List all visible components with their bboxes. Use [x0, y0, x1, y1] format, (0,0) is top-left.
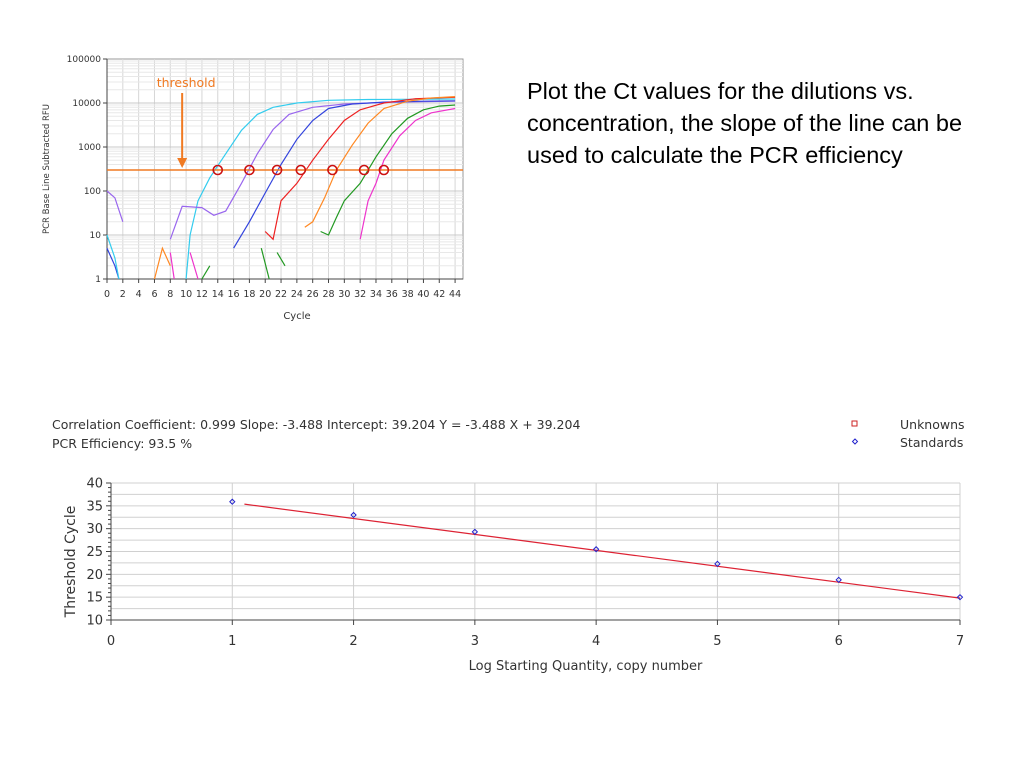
x-tick-label: 0	[104, 289, 110, 300]
x-tick-label: 0	[107, 634, 115, 649]
amplification-curve	[169, 252, 175, 280]
ct-marker	[358, 164, 370, 176]
x-tick-label: 4	[136, 289, 142, 300]
x-tick-label: 30	[338, 289, 350, 300]
ct-marker	[295, 164, 307, 176]
x-tick-label: 6	[151, 289, 157, 300]
y-tick-label: 100	[84, 187, 101, 197]
x-tick-label: 20	[259, 289, 271, 300]
x-axis-label: Cycle	[283, 311, 310, 322]
y-tick-label: 30	[86, 522, 103, 537]
ct-marker	[327, 164, 338, 176]
x-tick-label: 32	[354, 289, 366, 300]
amplification-curve	[185, 98, 456, 280]
y-tick-label: 15	[86, 591, 103, 606]
y-tick-label: 10000	[72, 99, 101, 109]
description-text: Plot the Ct values for the dilutions vs.…	[527, 78, 963, 168]
amplification-curve	[264, 96, 456, 241]
y-tick-label: 35	[86, 499, 103, 514]
threshold-arrow-head	[177, 158, 188, 169]
ct-marker	[271, 164, 283, 176]
x-tick-label: 2	[349, 634, 357, 649]
x-tick-label: 16	[228, 289, 240, 300]
legend-marker-standards	[851, 438, 859, 445]
y-tick-label: 40	[86, 477, 103, 492]
x-tick-label: 4	[592, 634, 600, 649]
x-tick-label: 22	[275, 289, 287, 300]
y-tick-label: 100000	[67, 55, 102, 65]
x-tick-label: 3	[471, 634, 479, 649]
x-tick-label: 42	[433, 289, 445, 300]
amplification-curve	[189, 252, 199, 280]
x-tick-label: 6	[835, 634, 843, 649]
x-tick-label: 12	[196, 289, 208, 300]
y-tick-label: 10	[90, 231, 102, 241]
x-tick-label: 1	[228, 634, 236, 649]
amplification-curve	[304, 96, 456, 228]
x-axis-label: Log Starting Quantity, copy number	[469, 659, 703, 674]
standard-point	[956, 593, 964, 601]
amplification-curve	[320, 104, 456, 236]
amplification-curve	[106, 190, 124, 222]
y-tick-label: 25	[86, 545, 103, 560]
plot-area	[106, 58, 464, 280]
x-tick-label: 26	[307, 289, 319, 300]
x-tick-label: 10	[180, 289, 192, 300]
y-tick-label: 1	[95, 275, 101, 285]
stats-line-2: PCR Efficiency: 93.5 %	[52, 436, 192, 451]
x-tick-label: 2	[120, 289, 126, 300]
amplification-curve	[201, 265, 211, 280]
standard-point	[835, 576, 842, 584]
standard-point	[471, 528, 479, 536]
x-tick-label: 7	[956, 634, 964, 649]
x-tick-label: 8	[167, 289, 173, 300]
legend-label-unknowns: Unknowns	[900, 417, 965, 432]
y-axis-label: PCR Base Line Subtracted RFU	[42, 104, 52, 234]
standard-point	[350, 511, 357, 519]
standard-point	[592, 546, 600, 553]
x-tick-label: 40	[417, 289, 429, 300]
x-tick-label: 14	[212, 289, 224, 300]
y-tick-label: 10	[86, 614, 103, 629]
amplification-curve	[153, 246, 171, 280]
x-tick-label: 38	[402, 289, 414, 300]
y-tick-label: 1000	[78, 143, 101, 153]
x-tick-label: 36	[386, 289, 398, 300]
stats-line-1: Correlation Coefficient: 0.999 Slope: -3…	[52, 417, 580, 432]
standard-point	[229, 498, 236, 505]
x-tick-label: 18	[243, 289, 255, 300]
amplification-curve	[276, 252, 286, 267]
threshold-label: threshold	[157, 75, 216, 90]
amplification-curve	[260, 248, 270, 280]
x-tick-label: 5	[713, 634, 721, 649]
y-tick-label: 20	[86, 568, 103, 583]
fit-line	[244, 503, 961, 599]
ct-marker	[212, 164, 224, 176]
x-tick-label: 44	[449, 289, 461, 300]
ct-marker	[244, 164, 255, 176]
legend-marker-unknowns	[851, 420, 858, 427]
x-tick-label: 24	[291, 289, 303, 300]
amplification-curve	[169, 100, 456, 240]
amplification-curve	[359, 107, 456, 240]
amplification-curve	[106, 234, 120, 280]
y-axis-label: Threshold Cycle	[63, 506, 79, 619]
standard-point	[714, 560, 721, 568]
x-tick-label: 34	[370, 289, 382, 300]
standard-curve-chart: Correlation Coefficient: 0.999 Slope: -3…	[52, 417, 965, 674]
legend-label-standards: Standards	[900, 435, 963, 450]
ct-marker	[378, 164, 390, 176]
x-tick-label: 28	[322, 289, 334, 300]
